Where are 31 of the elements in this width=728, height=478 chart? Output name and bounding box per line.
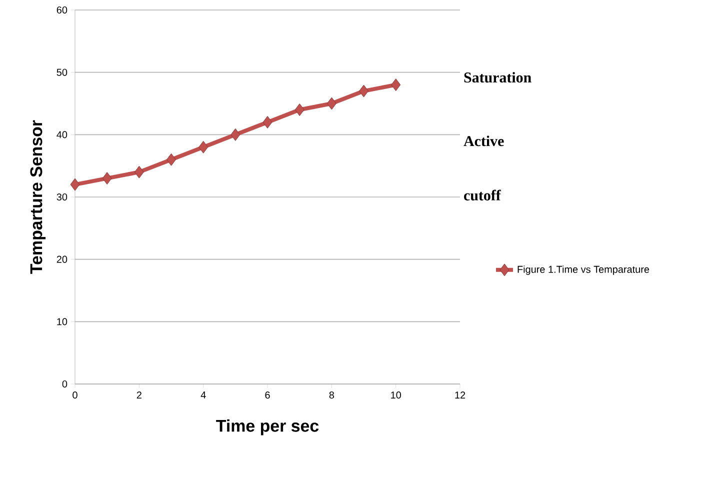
- point: [230, 128, 240, 141]
- y-tick-label: 30: [56, 193, 68, 201]
- x-axis-title: Time per sec: [216, 419, 319, 436]
- point: [262, 116, 272, 128]
- point: [326, 97, 336, 110]
- legend-label: Figure 1.Time vs Temparature: [518, 266, 650, 275]
- y-axis-title: Temparture Sensor: [30, 120, 46, 274]
- point: [134, 166, 144, 178]
- x-tick-label: 10: [391, 392, 401, 399]
- y-tick-label: 0: [62, 380, 68, 388]
- x-tick-label: 12: [455, 392, 466, 398]
- y-tick-label: 20: [56, 256, 68, 263]
- point: [391, 78, 401, 92]
- point: [294, 103, 304, 116]
- y-tick-label: 10: [57, 318, 68, 326]
- x-tick-label: 4: [200, 392, 206, 398]
- y-tick-label: 60: [56, 6, 68, 14]
- y-tick-label: 50: [56, 68, 68, 76]
- point: [166, 153, 176, 166]
- x-tick-label: 6: [265, 392, 270, 399]
- x-tick-label: 8: [329, 392, 334, 399]
- text: Active: [464, 136, 504, 146]
- text: cutoff: [464, 190, 502, 200]
- x-tick-label: 0: [72, 392, 78, 399]
- point: [102, 172, 112, 185]
- x-tick-label: 2: [136, 392, 142, 398]
- point: [359, 84, 369, 98]
- point: [198, 140, 208, 154]
- y-tick-label: 40: [56, 131, 68, 138]
- text: Saturation: [464, 72, 532, 83]
- point: [70, 178, 80, 191]
